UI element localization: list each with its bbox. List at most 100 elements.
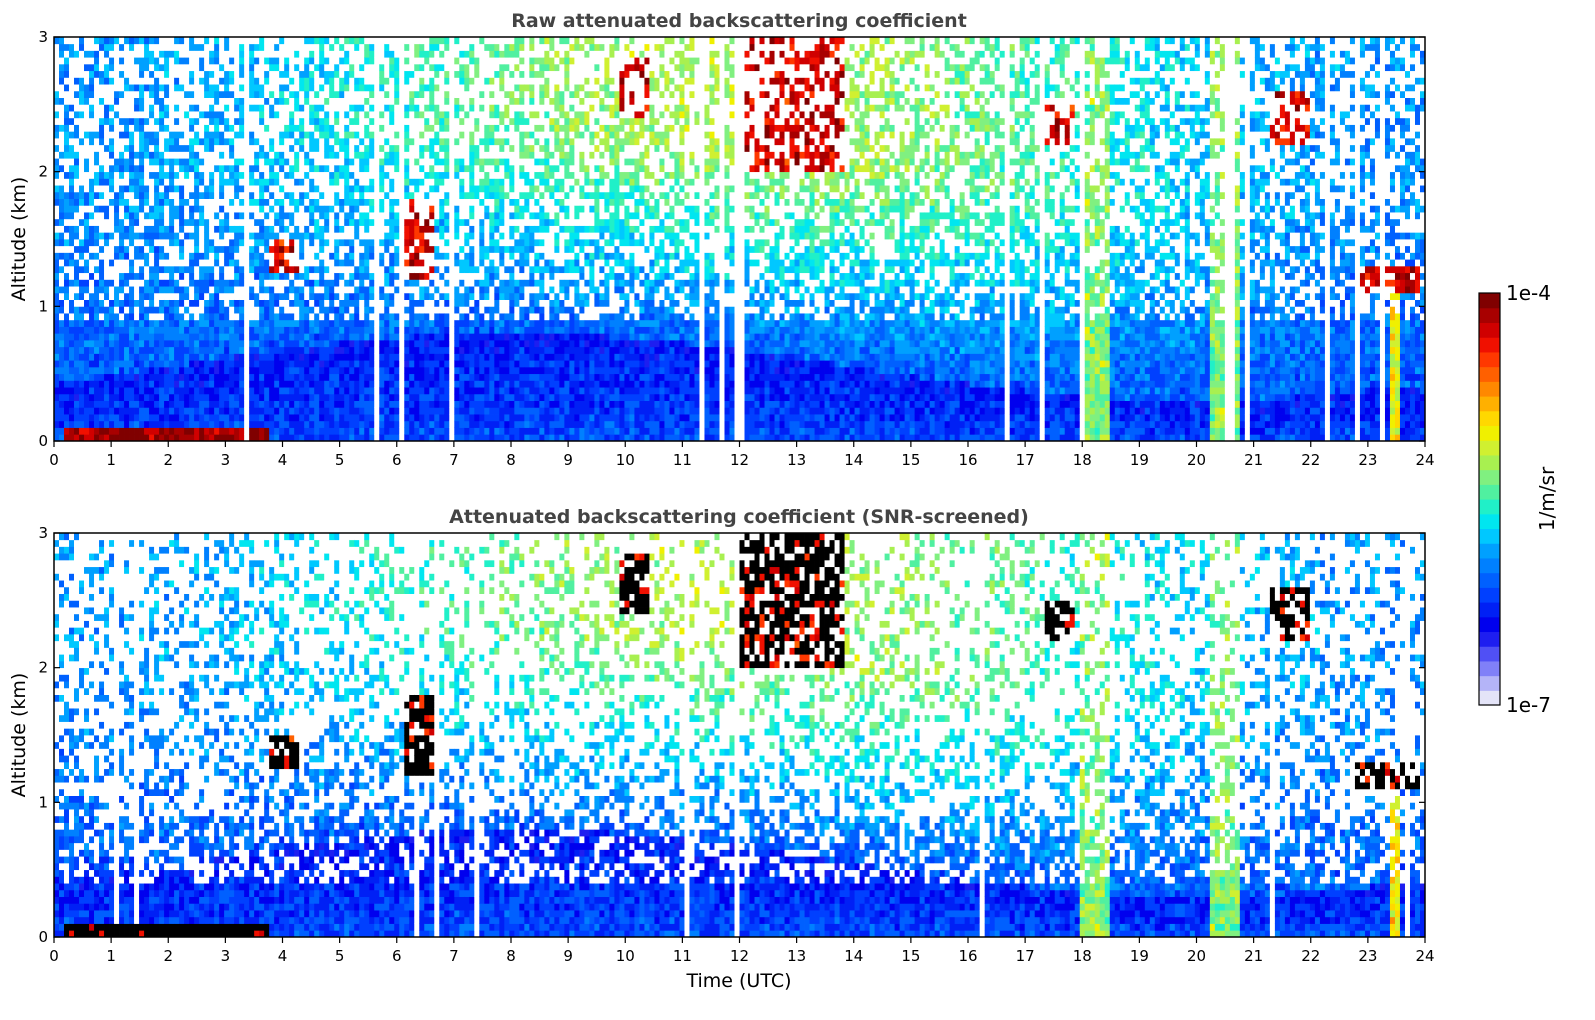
- heatmap-cell: [434, 400, 440, 408]
- heatmap-cell: [254, 414, 260, 422]
- heatmap-cell: [274, 427, 280, 435]
- heatmap-cell: [409, 97, 415, 105]
- heatmap-cell: [199, 434, 205, 441]
- heatmap-cell: [184, 286, 190, 294]
- heatmap-cell: [414, 37, 420, 45]
- heatmap-cell: [64, 77, 70, 85]
- heatmap-cell: [129, 427, 135, 435]
- heatmap-cell: [89, 104, 95, 112]
- heatmap-cell: [354, 185, 360, 193]
- heatmap-cell: [314, 117, 320, 125]
- heatmap-cell: [139, 292, 145, 300]
- heatmap-cell: [249, 90, 255, 98]
- heatmap-cell: [249, 353, 255, 361]
- heatmap-cell: [364, 340, 370, 348]
- heatmap-cell: [149, 380, 155, 388]
- heatmap-cell: [429, 400, 435, 408]
- heatmap-cell: [314, 77, 320, 85]
- heatmap-cell: [264, 346, 270, 354]
- heatmap-cell: [274, 97, 280, 105]
- heatmap-cell: [324, 252, 330, 260]
- heatmap-cell: [189, 239, 195, 247]
- heatmap-cell: [359, 70, 365, 78]
- heatmap-cell: [89, 111, 95, 119]
- heatmap-cell: [449, 407, 455, 415]
- heatmap-cell: [154, 360, 160, 368]
- heatmap-cell: [384, 77, 390, 85]
- heatmap-cell: [364, 360, 370, 368]
- heatmap-cell: [374, 57, 380, 65]
- heatmap-cell: [144, 373, 150, 381]
- heatmap-cell: [434, 84, 440, 92]
- heatmap-cell: [394, 393, 400, 401]
- heatmap-cell: [254, 97, 260, 105]
- heatmap-cell: [104, 232, 110, 240]
- heatmap-cell: [359, 353, 365, 361]
- heatmap-cell: [409, 434, 415, 441]
- heatmap-cell: [169, 299, 175, 307]
- heatmap-cell: [104, 178, 110, 186]
- heatmap-cell: [59, 340, 65, 348]
- heatmap-cell: [229, 117, 235, 125]
- heatmap-cell: [304, 340, 310, 348]
- heatmap-cell: [64, 191, 70, 199]
- heatmap-cell: [449, 50, 455, 58]
- heatmap-cell: [374, 387, 380, 395]
- heatmap-cell: [199, 171, 205, 179]
- heatmap-cell: [419, 292, 425, 300]
- heatmap-cell: [444, 191, 450, 199]
- heatmap-cell: [429, 90, 435, 98]
- heatmap-cell: [414, 420, 420, 428]
- heatmap-cell: [344, 124, 350, 132]
- heatmap-cell: [154, 117, 160, 125]
- heatmap-cell: [264, 360, 270, 368]
- heatmap-cell: [224, 272, 230, 280]
- heatmap-cell: [449, 245, 455, 253]
- heatmap-cell: [259, 306, 265, 314]
- heatmap-cell: [444, 326, 450, 334]
- heatmap-cell: [204, 117, 210, 125]
- heatmap-cell: [244, 111, 250, 119]
- heatmap-cell: [429, 393, 435, 401]
- heatmap-cell: [74, 259, 80, 267]
- heatmap-cell: [154, 151, 160, 159]
- heatmap-cell: [134, 111, 140, 119]
- heatmap-cell: [294, 90, 300, 98]
- heatmap-cell: [79, 259, 85, 267]
- heatmap-cell: [354, 124, 360, 132]
- heatmap-cell: [234, 326, 240, 334]
- heatmap-cell: [449, 117, 455, 125]
- heatmap-cell: [69, 43, 75, 51]
- heatmap-cell: [249, 414, 255, 422]
- heatmap-cell: [439, 326, 445, 334]
- heatmap-cell: [234, 292, 240, 300]
- heatmap-cell: [349, 37, 355, 45]
- heatmap-cell: [309, 414, 315, 422]
- heatmap-cell: [134, 43, 140, 51]
- heatmap-cell: [174, 37, 180, 45]
- heatmap-cell: [434, 138, 440, 146]
- heatmap-cell: [104, 434, 110, 441]
- heatmap-cell: [464, 380, 470, 388]
- heatmap-cell: [234, 158, 240, 166]
- heatmap-cell: [179, 63, 185, 72]
- heatmap-cell: [234, 178, 240, 186]
- heatmap-cell: [184, 191, 190, 199]
- heatmap-cell: [409, 84, 415, 92]
- heatmap-cell: [219, 70, 225, 78]
- heatmap-cell: [289, 50, 295, 58]
- heatmap-cell: [439, 414, 445, 422]
- heatmap-cell: [84, 353, 90, 361]
- heatmap-cell: [389, 313, 395, 321]
- heatmap-cell: [79, 333, 85, 341]
- heatmap-cell: [144, 326, 150, 334]
- heatmap-cell: [449, 265, 455, 274]
- heatmap-cell: [129, 225, 135, 233]
- heatmap-cell: [244, 205, 250, 213]
- heatmap-cell: [364, 286, 370, 294]
- heatmap-cell: [239, 245, 245, 253]
- heatmap-cell: [299, 259, 305, 267]
- heatmap-cell: [89, 37, 95, 45]
- heatmap-cell: [274, 366, 280, 375]
- heatmap-cell: [209, 393, 215, 401]
